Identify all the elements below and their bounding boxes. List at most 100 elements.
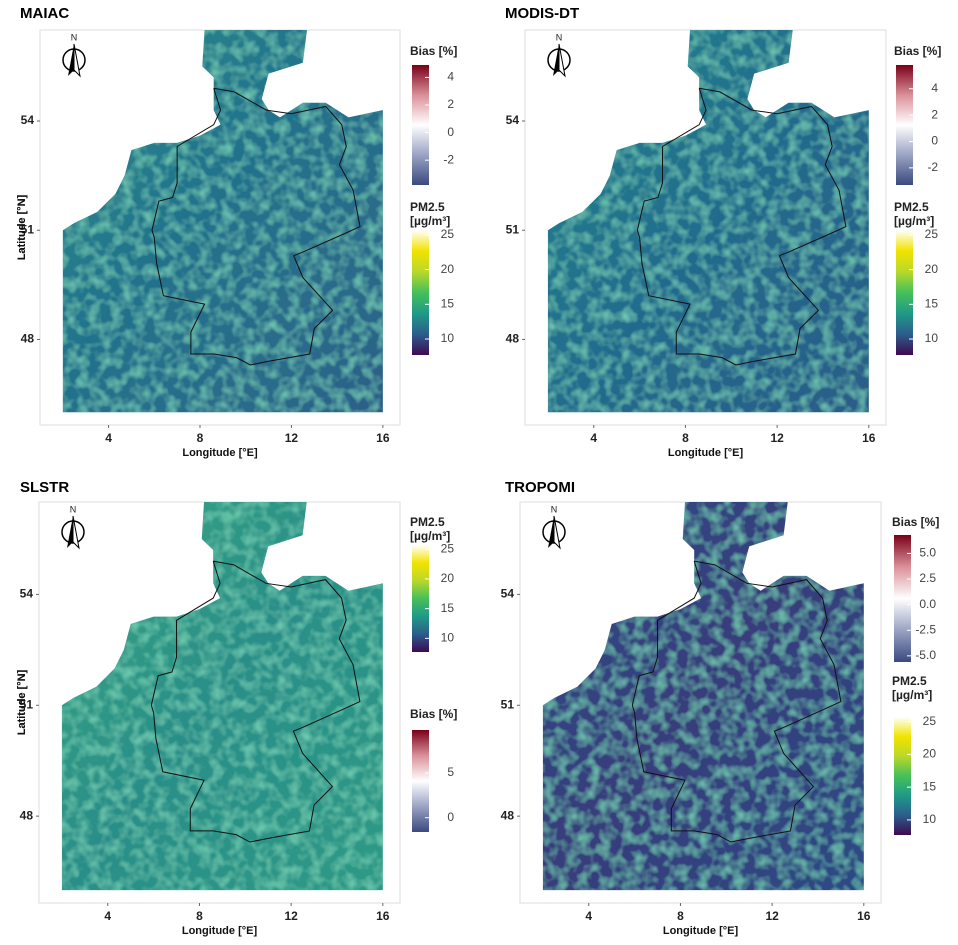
- colorbar: [412, 730, 429, 832]
- colorbar-tick-label: 15: [925, 296, 939, 310]
- y-tick-label: 51: [501, 697, 515, 711]
- colorbar-tick-label: 25: [441, 227, 455, 241]
- x-tick-label: 8: [682, 431, 689, 445]
- compass-needle: [67, 516, 73, 548]
- compass-needle: [72, 515, 80, 550]
- colorbar-tick-label: 0.0: [919, 597, 936, 611]
- y-tick-label: 51: [20, 697, 34, 711]
- colorbar: [896, 230, 913, 355]
- legend-title: PM2.5: [410, 515, 445, 529]
- country-border: [631, 560, 842, 843]
- colorbar-tick-label: 25: [925, 227, 939, 241]
- colorbar: [412, 65, 429, 185]
- legend-title: PM2.5: [410, 200, 445, 214]
- colorbar-tick-label: 5.0: [919, 546, 936, 560]
- colorbar: [894, 717, 911, 835]
- x-tick-label: 12: [285, 431, 299, 445]
- x-tick-label: 16: [376, 909, 390, 923]
- x-axis-label: Longitude [°E]: [668, 447, 744, 459]
- colorbar-tick-label: 15: [923, 779, 937, 793]
- compass-needle: [558, 43, 566, 78]
- colorbar-tick-label: 20: [441, 262, 455, 276]
- colorbar-tick-label: 0: [447, 125, 454, 139]
- y-axis-label: Latitude [°N]: [16, 194, 28, 260]
- y-axis-label: Latitude [°N]: [16, 669, 28, 735]
- legend-title: [µg/m³]: [410, 529, 450, 543]
- map-area: [547, 30, 869, 413]
- colorbar-tick-label: 20: [441, 571, 455, 585]
- y-tick-label: 51: [21, 222, 35, 236]
- legend-title: Bias [%]: [894, 44, 941, 58]
- legend-title: PM2.5: [894, 200, 929, 214]
- colorbar-tick-label: 5: [447, 765, 454, 779]
- map-area: [61, 502, 383, 891]
- colorbar: [894, 535, 911, 662]
- colorbar-tick-label: 2: [447, 97, 454, 111]
- x-tick-label: 8: [197, 431, 204, 445]
- country-border: [150, 560, 361, 843]
- country-border: [151, 87, 361, 366]
- colorbar-tick-label: -5.0: [915, 648, 936, 662]
- compass-needle: [553, 44, 559, 76]
- colorbar-tick-label: 20: [923, 747, 937, 761]
- x-tick-label: 16: [857, 909, 871, 923]
- north-label: N: [551, 504, 558, 514]
- colorbar-tick-label: 10: [441, 331, 455, 345]
- country-border: [636, 87, 847, 366]
- colorbar-tick-label: 25: [923, 714, 937, 728]
- north-label: N: [556, 32, 563, 42]
- colorbar-tick-label: -2.5: [915, 622, 936, 636]
- y-tick-label: 54: [506, 113, 520, 127]
- colorbar-tick-label: 15: [441, 296, 455, 310]
- land-raster: [542, 502, 864, 891]
- x-tick-label: 8: [677, 909, 684, 923]
- x-tick-label: 16: [862, 431, 876, 445]
- colorbar: [412, 230, 429, 355]
- land-raster: [62, 30, 383, 413]
- legend-title: Bias [%]: [410, 44, 457, 58]
- y-tick-label: 54: [20, 587, 34, 601]
- legend-title: Bias [%]: [410, 707, 457, 721]
- x-tick-label: 12: [284, 909, 298, 923]
- colorbar-tick-label: 10: [441, 630, 455, 644]
- colorbar-tick-label: 0: [931, 134, 938, 148]
- colorbar-tick-label: -2: [927, 160, 938, 174]
- north-label: N: [71, 32, 78, 42]
- colorbar: [896, 65, 913, 185]
- x-tick-label: 12: [765, 909, 779, 923]
- x-axis-label: Longitude [°E]: [182, 925, 258, 937]
- colorbar-tick-label: 15: [441, 601, 455, 615]
- legend-title: Bias [%]: [892, 515, 939, 529]
- x-tick-label: 4: [585, 909, 592, 923]
- x-axis-label: Longitude [°E]: [663, 925, 739, 937]
- north-label: N: [70, 504, 77, 514]
- land-raster: [547, 30, 869, 413]
- legend-title: [µg/m³]: [892, 688, 932, 702]
- colorbar-tick-label: 20: [925, 262, 939, 276]
- colorbar: [412, 545, 429, 652]
- colorbar-tick-label: 2: [931, 107, 938, 121]
- x-tick-label: 8: [196, 909, 203, 923]
- colorbar-tick-label: 25: [441, 541, 455, 555]
- map-area: [542, 502, 864, 891]
- colorbar-tick-label: 10: [923, 812, 937, 826]
- y-axis-label: Latitude [°N]: [16, 194, 28, 260]
- colorbar-tick-label: 4: [447, 70, 454, 84]
- y-tick-label: 48: [506, 332, 520, 346]
- x-tick-label: 4: [104, 909, 111, 923]
- colorbar-tick-label: 4: [931, 81, 938, 95]
- x-tick-label: 4: [105, 431, 112, 445]
- y-tick-label: 54: [501, 587, 515, 601]
- panel-title: TROPOMI: [505, 479, 575, 496]
- y-tick-label: 54: [21, 113, 35, 127]
- y-tick-label: 51: [506, 222, 520, 236]
- y-tick-label: 48: [20, 808, 34, 822]
- y-tick-label: 48: [501, 808, 515, 822]
- colorbar-tick-label: -2: [443, 152, 454, 166]
- land-raster: [61, 502, 383, 891]
